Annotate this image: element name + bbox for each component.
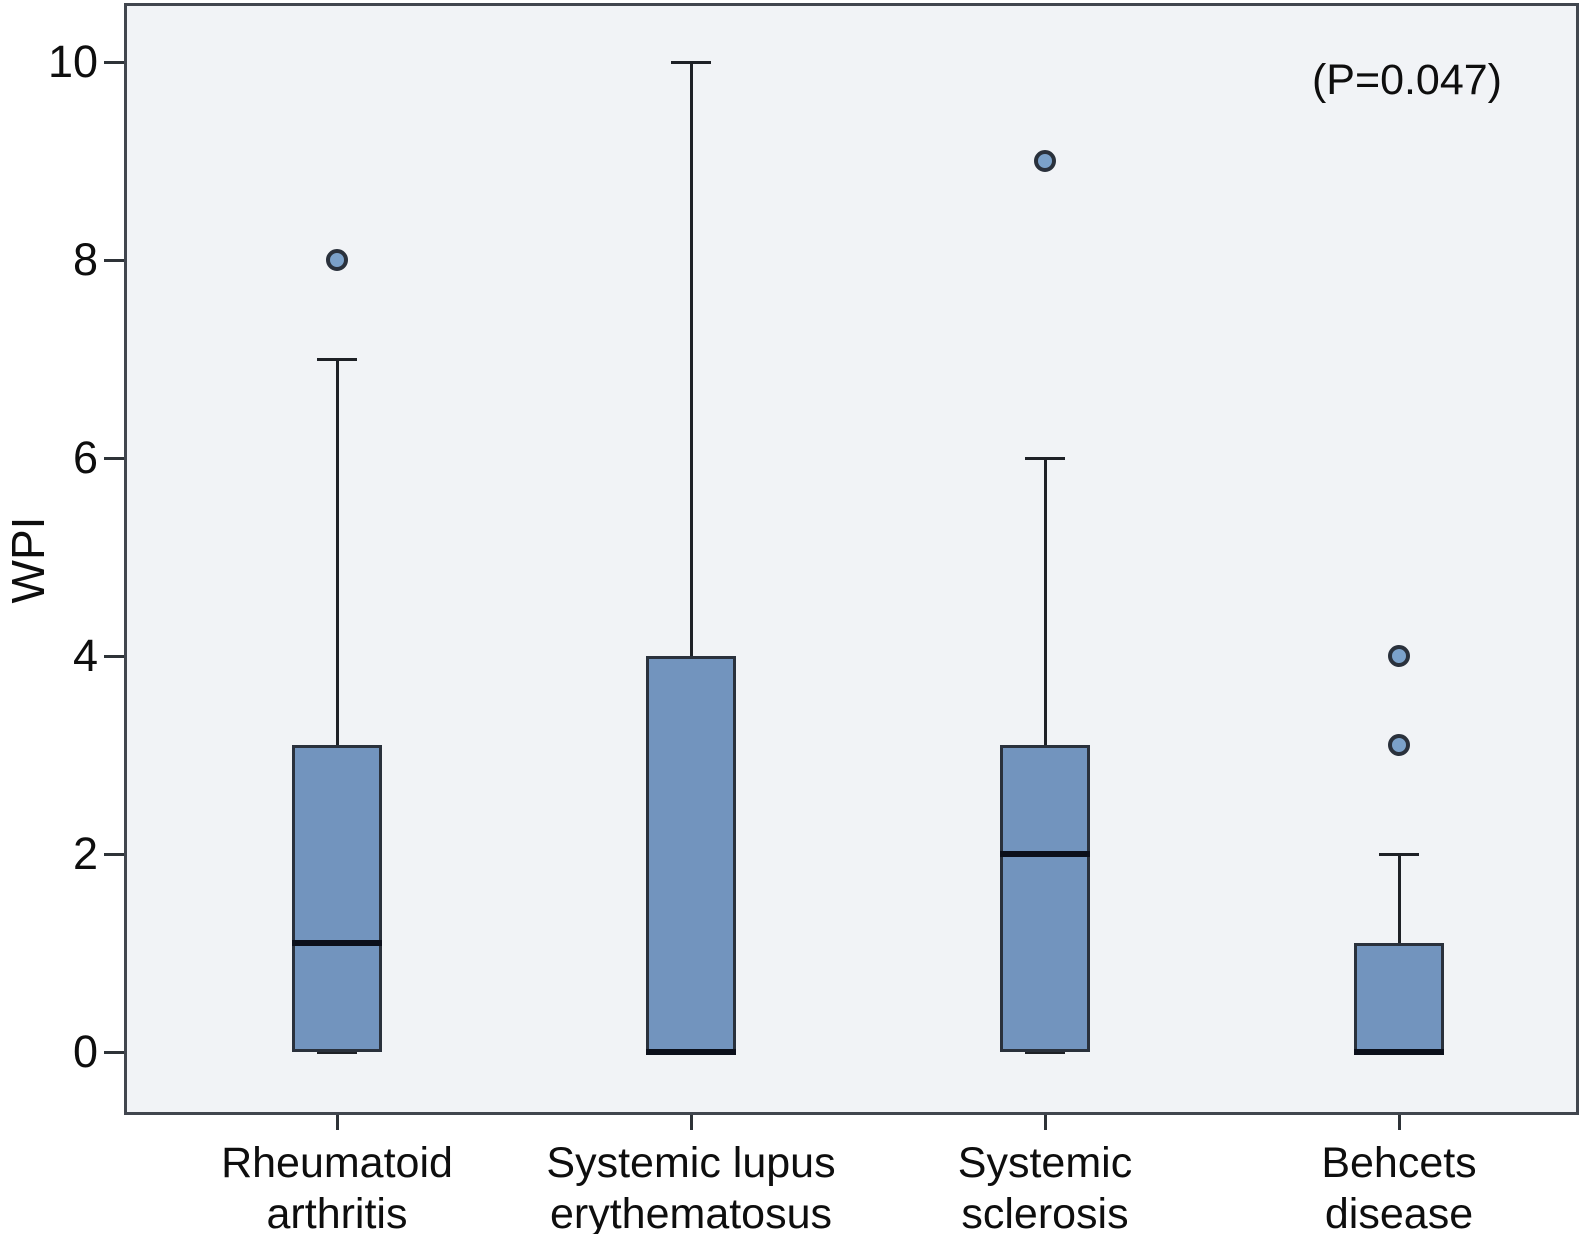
median-line bbox=[646, 1049, 736, 1055]
category-label-line: sclerosis bbox=[961, 1190, 1129, 1234]
y-tick bbox=[104, 654, 124, 658]
lower-whisker-cap bbox=[317, 1050, 357, 1054]
box bbox=[1000, 745, 1090, 1052]
box bbox=[646, 656, 736, 1052]
upper-whisker-cap bbox=[317, 357, 357, 361]
y-tick bbox=[104, 456, 124, 460]
category-label-line: arthritis bbox=[266, 1190, 408, 1234]
y-tick-label: 0 bbox=[72, 1026, 98, 1077]
y-tick bbox=[104, 852, 124, 856]
y-tick-label: 4 bbox=[72, 630, 98, 681]
x-tick bbox=[1397, 1115, 1401, 1130]
upper-whisker-line bbox=[1043, 458, 1047, 746]
y-tick-label: 8 bbox=[72, 234, 98, 285]
y-tick-label: 10 bbox=[47, 36, 98, 87]
category-label-line: Systemic lupus bbox=[546, 1139, 836, 1187]
outlier-point bbox=[1388, 645, 1410, 667]
outlier-point bbox=[1388, 734, 1410, 757]
category-label-line: erythematosus bbox=[549, 1190, 833, 1234]
y-tick-label: 2 bbox=[72, 828, 98, 879]
category-label-line: Behcets bbox=[1321, 1139, 1477, 1187]
p-value-annotation: (P=0.047) bbox=[1311, 56, 1502, 104]
y-tick bbox=[104, 60, 124, 64]
outlier-point bbox=[326, 249, 348, 271]
upper-whisker-cap bbox=[1025, 456, 1065, 460]
category-label: Systemic lupus erythematosus bbox=[491, 1138, 891, 1234]
median-line bbox=[1354, 1049, 1444, 1055]
x-tick bbox=[335, 1115, 339, 1130]
x-tick bbox=[1043, 1115, 1047, 1130]
median-line bbox=[292, 940, 382, 947]
upper-whisker-cap bbox=[1379, 852, 1419, 856]
upper-whisker-line bbox=[335, 359, 339, 746]
x-tick bbox=[689, 1115, 693, 1130]
outlier-point bbox=[1034, 150, 1056, 172]
category-label-line: Rheumatoid bbox=[221, 1139, 453, 1187]
category-label-line: Systemic bbox=[957, 1139, 1133, 1187]
y-tick bbox=[104, 1050, 124, 1054]
y-axis-title: WPI bbox=[2, 516, 54, 604]
y-tick bbox=[104, 258, 124, 262]
category-label: Rheumatoid arthritis bbox=[137, 1138, 537, 1234]
category-label: Behcets disease bbox=[1199, 1138, 1585, 1234]
y-tick-label: 6 bbox=[72, 432, 98, 483]
upper-whisker-line bbox=[689, 62, 693, 656]
category-label-line: disease bbox=[1324, 1190, 1474, 1234]
box bbox=[292, 745, 382, 1052]
upper-whisker-line bbox=[1397, 854, 1401, 944]
upper-whisker-cap bbox=[671, 60, 711, 64]
lower-whisker-cap bbox=[1025, 1050, 1065, 1054]
category-label: Systemic sclerosis bbox=[845, 1138, 1245, 1234]
box bbox=[1354, 943, 1444, 1052]
median-line bbox=[1000, 851, 1090, 857]
